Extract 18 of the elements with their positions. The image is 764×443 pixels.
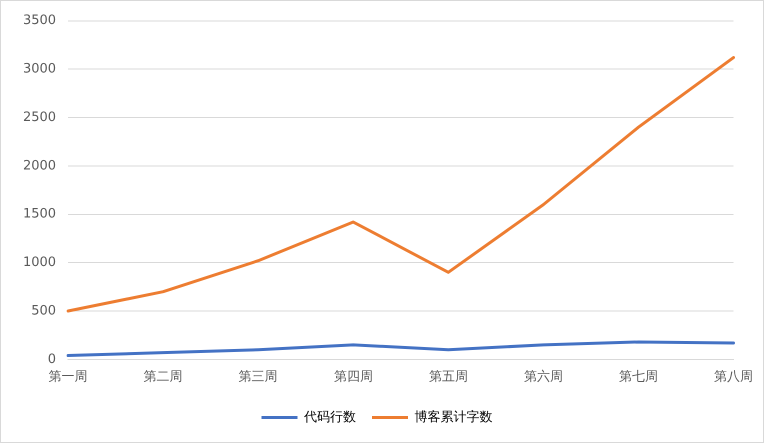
y-tick-label: 0 bbox=[48, 352, 56, 367]
x-tick-label: 第七周 bbox=[618, 370, 658, 385]
y-tick-label: 3500 bbox=[22, 13, 56, 28]
y-tick-label: 2500 bbox=[22, 110, 56, 125]
x-tick-label: 第三周 bbox=[238, 370, 278, 385]
y-tick-label: 2000 bbox=[22, 158, 56, 174]
x-tick-label: 第二周 bbox=[144, 370, 183, 385]
x-tick-label: 第八周 bbox=[714, 370, 753, 385]
x-tick-label: 第五周 bbox=[428, 370, 468, 385]
y-tick-label: 1500 bbox=[22, 206, 56, 222]
y-tick-label: 500 bbox=[31, 303, 56, 318]
x-tick-label: 第一周 bbox=[48, 370, 88, 385]
x-tick-label: 第六周 bbox=[524, 370, 563, 385]
y-tick-label: 3000 bbox=[22, 62, 56, 77]
y-tick-label: 1000 bbox=[22, 255, 56, 270]
x-tick-label: 第四周 bbox=[334, 370, 373, 385]
legend-label: 博客累计字数 bbox=[414, 408, 492, 425]
legend-label: 代码行数 bbox=[303, 410, 356, 425]
